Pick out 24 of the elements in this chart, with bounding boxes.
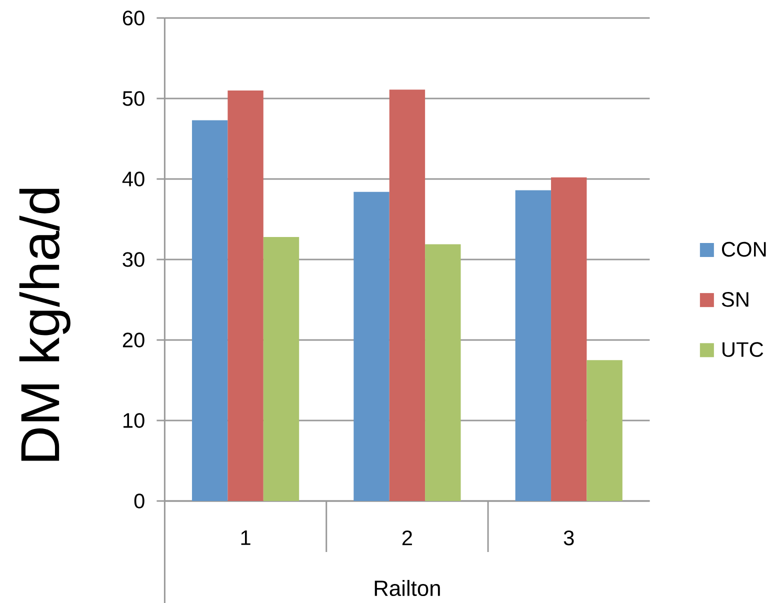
bar — [354, 192, 390, 501]
y-tick-label: 10 — [124, 413, 144, 428]
y-tick-label: 60 — [122, 10, 144, 26]
y-tick-label: 40 — [122, 172, 144, 186]
bar — [586, 360, 622, 501]
bar — [192, 120, 228, 501]
legend-label: UTC — [722, 342, 764, 357]
y-tick-label: 20 — [122, 332, 144, 348]
legend-label: CON — [722, 242, 766, 257]
x-tick-label: 3 — [564, 530, 574, 546]
bar — [228, 90, 264, 501]
bar — [425, 244, 461, 501]
y-axis-title: DM kg/ha/d — [19, 188, 70, 461]
x-axis-title: Railton — [374, 580, 440, 596]
x-tick-label: 2 — [402, 530, 412, 546]
x-tick-label: 1 — [241, 530, 250, 545]
legend-label: SN — [722, 292, 748, 307]
bar — [515, 190, 552, 501]
bar — [389, 90, 426, 501]
y-tick-label: 30 — [122, 252, 144, 267]
bar — [263, 236, 300, 501]
y-tick-label: 0 — [134, 494, 144, 508]
bar — [551, 177, 587, 501]
y-tick-label: 50 — [122, 91, 144, 106]
